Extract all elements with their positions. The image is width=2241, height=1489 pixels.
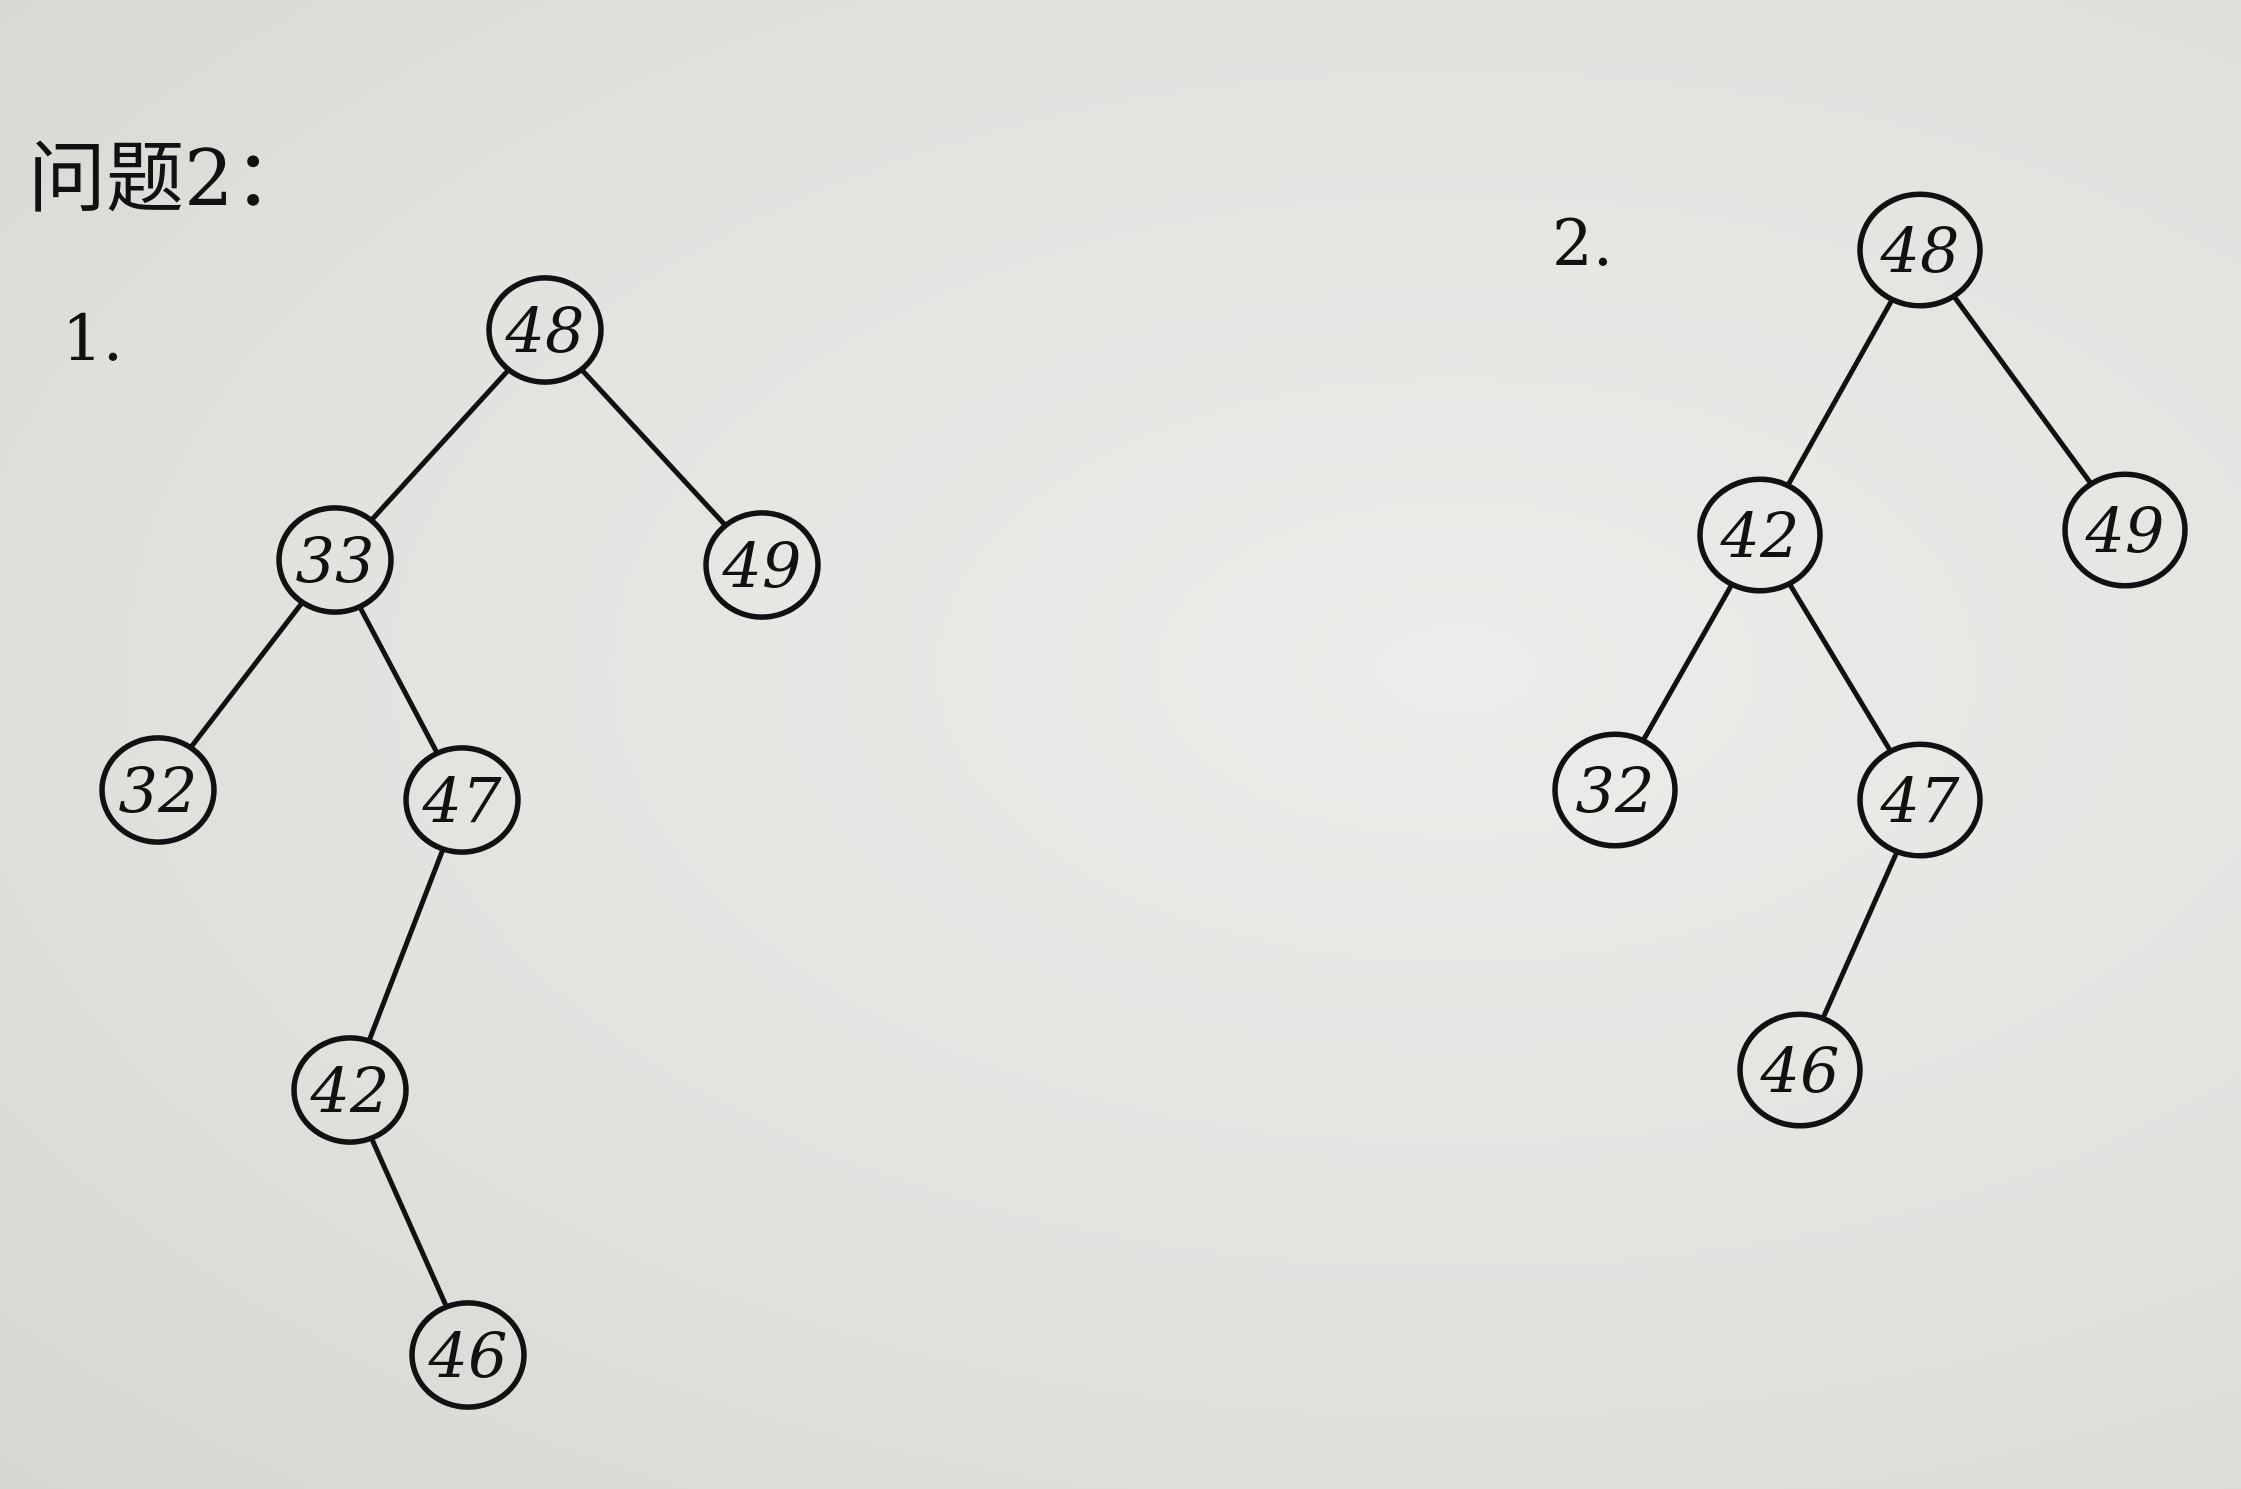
- tree-1-node-46: 46: [409, 1300, 527, 1410]
- tree-1-node-47: 47: [403, 745, 521, 855]
- tree-2-node-32: 32: [1552, 731, 1678, 849]
- tree-2: 2. 48 42 49 32 47 46: [1552, 191, 2188, 1129]
- tree-2-edge-42-32: [1642, 584, 1733, 741]
- node-circle: [703, 510, 821, 620]
- node-label: 42: [310, 1054, 390, 1127]
- tree-2-node-42: 42: [1697, 476, 1823, 594]
- tree-2-label: 2.: [1552, 207, 1613, 281]
- node-label: 42: [1720, 499, 1800, 572]
- node-circle: [276, 505, 394, 615]
- tree-1-edge-47-42: [367, 849, 445, 1041]
- node-circle: [1857, 191, 1983, 309]
- node-label: 33: [296, 524, 375, 597]
- tree-1: 1. 48 33 49 32 47 42 46: [62, 275, 821, 1410]
- tree-1-label: 1.: [62, 302, 123, 376]
- tree-1-edge-33-32: [189, 601, 304, 749]
- tree-2-edge-42-47: [1788, 583, 1892, 752]
- node-circle: [291, 1035, 409, 1145]
- node-circle: [1857, 741, 1983, 859]
- node-label: 47: [1880, 764, 1960, 837]
- node-circle: [1737, 1011, 1863, 1129]
- tree-2-node-49: 49: [2062, 471, 2188, 589]
- node-circle: [403, 745, 521, 855]
- node-circle: [1552, 731, 1678, 849]
- tree-2-edge-47-46: [1821, 852, 1899, 1018]
- heading: 问题2：: [28, 134, 312, 224]
- node-circle: [99, 735, 217, 845]
- node-label: 46: [428, 1319, 508, 1392]
- tree-1-edge-42-46: [370, 1138, 448, 1307]
- tree-1-node-32: 32: [99, 735, 217, 845]
- tree-2-node-48: 48: [1857, 191, 1983, 309]
- tree-1-edge-48-49: [580, 368, 727, 527]
- node-circle: [409, 1300, 527, 1410]
- node-label: 32: [119, 754, 198, 827]
- tree-2-node-47: 47: [1857, 741, 1983, 859]
- node-label: 46: [1760, 1034, 1840, 1107]
- tree-1-node-48: 48: [486, 275, 604, 385]
- node-label: 49: [722, 529, 802, 602]
- tree-2-nodes: 48 42 49 32 47 46: [1552, 191, 2188, 1129]
- tree-1-node-49: 49: [703, 510, 821, 620]
- tree-2-edge-48-42: [1786, 299, 1894, 486]
- node-circle: [2062, 471, 2188, 589]
- tree-2-node-46: 46: [1737, 1011, 1863, 1129]
- node-circle: [1697, 476, 1823, 594]
- node-label: 32: [1576, 754, 1655, 827]
- tree-1-nodes: 48 33 49 32 47 42 46: [99, 275, 821, 1410]
- tree-2-edge-48-49: [1952, 295, 2093, 485]
- node-label: 48: [505, 294, 585, 367]
- node-label: 48: [1880, 214, 1960, 287]
- node-circle: [486, 275, 604, 385]
- tree-1-edges: [189, 368, 727, 1307]
- tree-1-node-42: 42: [291, 1035, 409, 1145]
- node-label: 47: [422, 764, 502, 837]
- tree-1-node-33: 33: [276, 505, 394, 615]
- node-label: 49: [2085, 494, 2165, 567]
- tree-2-edges: [1642, 295, 2093, 1018]
- tree-1-edge-33-47: [358, 606, 439, 754]
- tree-1-edge-48-33: [370, 368, 510, 522]
